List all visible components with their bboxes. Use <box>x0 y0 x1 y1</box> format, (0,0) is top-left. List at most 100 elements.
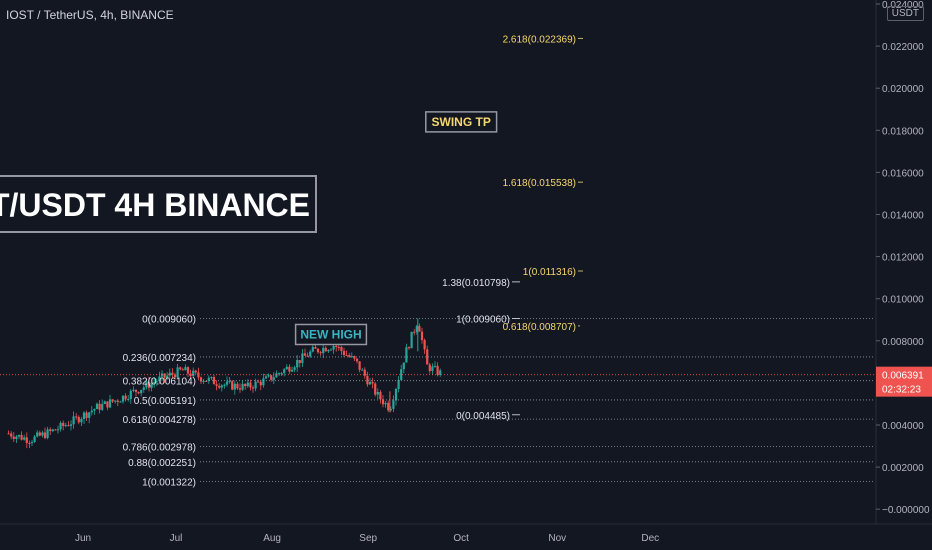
candle-body <box>296 360 299 368</box>
fib-right-level-label: 1(0.011316) <box>523 267 576 278</box>
candle-body <box>46 429 49 439</box>
candle-body <box>249 382 252 388</box>
countdown-label: 02:32:23 <box>882 385 921 396</box>
candle-body <box>397 379 400 390</box>
candle-body <box>277 373 281 375</box>
candle-body <box>93 409 96 411</box>
candle-body <box>142 387 145 390</box>
candle-body <box>368 381 372 385</box>
candle-body <box>132 389 135 391</box>
candle-body <box>189 373 192 377</box>
symbol-header: IOST / TetherUS, 4h, BINANCE <box>6 8 174 22</box>
current-price-label: 0.006391 <box>882 371 924 382</box>
candle-body <box>270 375 273 380</box>
candle-body <box>75 416 78 418</box>
y-tick-label: 0.018000 <box>882 126 924 137</box>
candle-body <box>147 381 151 388</box>
fib-left-level-label: 0.382(0.006104) <box>123 377 196 388</box>
annotation-box <box>294 323 368 346</box>
candle-body <box>316 348 320 353</box>
currency-button[interactable]: USDT <box>886 6 924 21</box>
candle-body <box>254 381 257 389</box>
annotation-box <box>425 111 498 133</box>
candle-body <box>166 375 169 378</box>
candle-body <box>384 402 387 405</box>
candle-body <box>77 416 80 423</box>
candle-body <box>374 383 377 395</box>
candle-body <box>80 419 83 423</box>
candle-body <box>124 395 127 400</box>
candle-body <box>98 403 101 410</box>
candle-body <box>251 387 255 389</box>
candle-body <box>306 355 309 357</box>
fib-left-level-label: 0.88(0.002251) <box>128 458 196 469</box>
candle-body <box>257 381 260 383</box>
candle-body <box>64 425 67 427</box>
x-tick-label: Nov <box>548 533 566 544</box>
candle-body <box>155 381 158 383</box>
candle-body <box>51 429 54 432</box>
candle-body <box>244 383 247 387</box>
candle-body <box>163 373 166 378</box>
candle-body <box>192 370 195 377</box>
candle-body <box>262 378 265 386</box>
candle-body <box>332 345 335 350</box>
candle-body <box>106 401 109 408</box>
candle-body <box>176 367 179 378</box>
candle-body <box>41 432 44 436</box>
candle-body <box>62 422 65 426</box>
fib-left-level-label: 0.618(0.004278) <box>123 415 196 426</box>
candle-body <box>314 346 317 349</box>
candle-body <box>30 442 34 444</box>
candle-body <box>173 374 177 378</box>
fib-right-level-label: 2.618(0.022369) <box>503 34 576 45</box>
candle-body <box>329 349 333 351</box>
y-tick-label: 0.020000 <box>882 84 924 95</box>
x-tick-label: Sep <box>359 533 377 544</box>
candle-body <box>400 369 403 380</box>
candle-body <box>228 381 231 383</box>
candle-body <box>25 437 28 443</box>
candle-body <box>348 355 351 357</box>
candle-body <box>54 429 57 431</box>
candle-body <box>301 353 304 364</box>
candle-body <box>381 399 385 405</box>
candle-body <box>179 367 182 370</box>
candle-body <box>394 389 398 401</box>
candle-body <box>376 391 379 395</box>
candle-body <box>56 429 60 431</box>
fib-left-level-label: 0.786(0.002978) <box>123 443 196 454</box>
candle-body <box>111 399 114 402</box>
candle-body <box>340 347 343 352</box>
candle-body <box>134 389 138 392</box>
x-tick-label: Oct <box>453 533 469 544</box>
candle-body <box>72 416 75 425</box>
candle-body <box>319 352 322 354</box>
candle-body <box>267 375 270 377</box>
candle-body <box>358 361 361 370</box>
candle-body <box>49 429 52 432</box>
candle-body <box>371 381 374 384</box>
candle-body <box>327 350 330 352</box>
y-tick-label: 0.014000 <box>882 211 924 222</box>
candle-body <box>337 347 340 349</box>
fib-left-level-label: 1(0.001322) <box>142 477 196 488</box>
candle-body <box>231 381 234 390</box>
price-axis[interactable] <box>876 0 932 550</box>
candle-body <box>12 436 15 439</box>
y-tick-label: 0.010000 <box>882 295 924 306</box>
candle-body <box>345 355 348 357</box>
y-tick-label: 0.008000 <box>882 337 924 348</box>
candle-body <box>264 376 268 379</box>
candle-body <box>121 395 125 402</box>
candle-body <box>33 436 36 443</box>
candle-body <box>433 365 437 367</box>
candle-body <box>38 432 41 436</box>
candle-body <box>199 377 203 382</box>
candle-body <box>225 381 229 385</box>
fib-right-level-label: 1.38(0.010798) <box>442 278 510 289</box>
candle-body <box>23 437 26 440</box>
candle-body <box>212 377 216 385</box>
candle-body <box>420 331 424 341</box>
